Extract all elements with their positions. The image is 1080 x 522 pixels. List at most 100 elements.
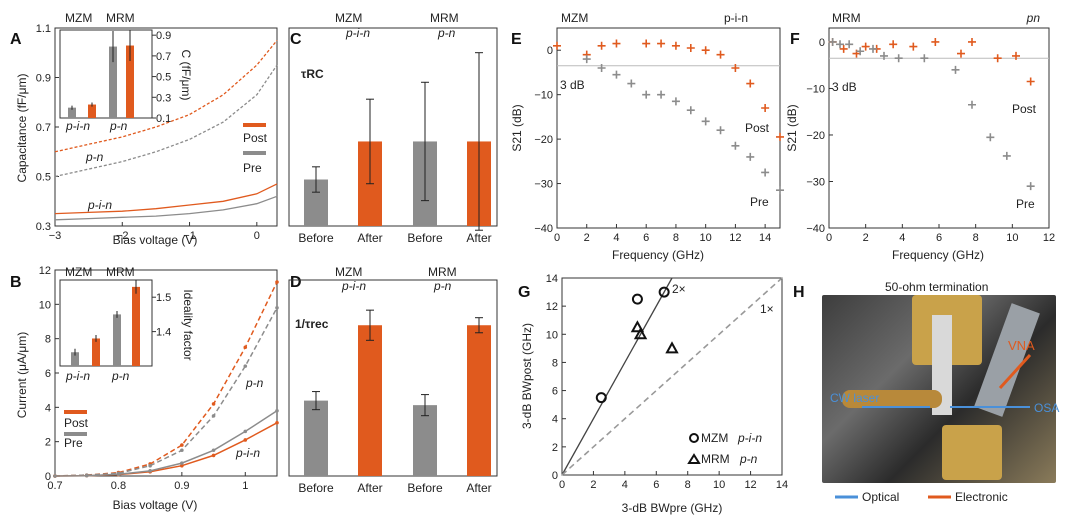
panel-b-point bbox=[180, 443, 184, 447]
panel-e-x-tick-label: 4 bbox=[613, 232, 619, 244]
panel-a-x-tick-label: −1 bbox=[183, 230, 196, 242]
panel-a-curve-pre-p-n bbox=[54, 64, 278, 178]
panel-b-x-tick-label: 0.7 bbox=[47, 480, 62, 492]
panel-a-inset-y-tick-label: 0.7 bbox=[156, 51, 171, 63]
panel-d-x-label: Before bbox=[298, 481, 334, 495]
panel-c-subheader-pin: p-i-n bbox=[345, 26, 370, 40]
panel-d-bar bbox=[413, 405, 437, 476]
panel-d-bar bbox=[304, 400, 328, 476]
panel-e-post-label: Post bbox=[745, 121, 770, 135]
panel-b-inset-xlabel-pin: p-i-n bbox=[65, 369, 90, 383]
panel-g-x-label: 3-dB BWpre (GHz) bbox=[622, 501, 723, 515]
panel-c-axes bbox=[288, 27, 498, 227]
panel-e-y-tick-label: −10 bbox=[534, 90, 553, 102]
panel-g-legend-triangle bbox=[687, 453, 701, 464]
panel-e-x-ticks: 0 2 4 6 8 10 12 14 bbox=[554, 224, 771, 244]
panel-e-points bbox=[553, 39, 784, 195]
panel-a-x-tick-label: −2 bbox=[116, 230, 129, 242]
panel-a-legend-post: Post bbox=[243, 131, 268, 145]
panel-e: E MZM p-i-n 0 −10 −20 −30 −40 0 2 4 6 8 10 12 14 Fr… bbox=[510, 11, 784, 262]
panel-e-marker-post bbox=[671, 41, 680, 50]
panel-f-x-tick-label: 2 bbox=[863, 232, 869, 244]
panel-e-marker-pre bbox=[701, 117, 710, 126]
panel-e-x-tick-label: 10 bbox=[700, 232, 712, 244]
panel-b-point bbox=[211, 402, 216, 406]
panel-letter-f: F bbox=[790, 31, 800, 48]
panel-g-x-ticks: 0 2 4 6 8 10 12 14 bbox=[559, 471, 788, 491]
panel-e-marker-post bbox=[716, 50, 725, 59]
panel-b-curve-pre-p-n bbox=[54, 307, 278, 477]
panel-a-x-label: Bias voltage (V) bbox=[113, 233, 198, 247]
panel-g-x-tick-label: 0 bbox=[559, 479, 565, 491]
panel-d-header-mrm: MRM bbox=[428, 265, 457, 279]
panel-f-marker-pre bbox=[869, 44, 877, 53]
panel-a-y-tick-label: 0.5 bbox=[36, 172, 51, 184]
panel-g-y-tick-label: 10 bbox=[546, 329, 558, 341]
panel-e-marker-pre bbox=[746, 152, 755, 161]
panel-b-inset-y-tick-label: 1.4 bbox=[156, 327, 171, 339]
panel-a-x-tick-label: 0 bbox=[254, 230, 260, 242]
panel-c-header-mrm: MRM bbox=[430, 11, 459, 25]
panel-b-point bbox=[148, 469, 152, 473]
panel-h-vna-label: VNA bbox=[1008, 338, 1035, 353]
panel-e-marker-pre bbox=[731, 141, 740, 150]
panel-a-x-tick-label: −3 bbox=[49, 230, 62, 242]
panel-f-marker-pre bbox=[1002, 151, 1011, 160]
panel-e-header: MZM bbox=[561, 11, 588, 25]
panel-b-point bbox=[243, 429, 248, 434]
panel-g-reference-lines bbox=[561, 277, 783, 476]
panel-g-mzm-marker bbox=[658, 286, 670, 298]
panel-g-mzm-marker bbox=[595, 392, 607, 404]
panel-letter-a: A bbox=[10, 31, 22, 48]
panel-a-y-tick-label: 0.3 bbox=[36, 221, 51, 233]
panel-d-bar bbox=[467, 325, 491, 476]
panel-b-inset-axes bbox=[59, 279, 153, 367]
panel-g-x-tick-label: 10 bbox=[713, 479, 725, 491]
panel-f-y-label: S21 (dB) bbox=[785, 104, 799, 151]
panel-f-points bbox=[828, 37, 1049, 191]
panel-g-legend-mrm: MRM bbox=[701, 452, 730, 466]
panel-c-subheader-pn: p-n bbox=[437, 26, 456, 40]
panel-e-marker-pre bbox=[642, 90, 651, 99]
panel-d-x-label: After bbox=[466, 481, 491, 495]
panel-f-marker-pre bbox=[880, 51, 888, 60]
panel-f-x-label: Frequency (GHz) bbox=[892, 248, 984, 262]
panel-a-inset-axes bbox=[59, 29, 153, 119]
panel-a-curve-label-pn: p-n bbox=[85, 150, 104, 164]
panel-f-marker-post bbox=[957, 49, 965, 58]
panel-b-curve-post-p-n bbox=[54, 281, 278, 477]
panel-b-curve-label-pin: p-i-n bbox=[235, 446, 260, 460]
panel-b-inset-bar bbox=[71, 352, 79, 366]
panel-b-inset-header-mzm: MZM bbox=[65, 265, 92, 279]
panel-e-marker-post bbox=[701, 46, 710, 55]
panel-g-y-tick-label: 4 bbox=[552, 414, 558, 426]
panel-b-legend-post: Post bbox=[64, 416, 89, 430]
panel-f-x-tick-label: 0 bbox=[826, 232, 832, 244]
panel-a-y-ticks: 0.3 0.5 0.7 0.9 1.1 bbox=[36, 23, 59, 233]
panel-b-point bbox=[211, 453, 216, 458]
panel-a-inset-xlabel-pn: p-n bbox=[109, 119, 128, 133]
panel-b-point bbox=[180, 448, 184, 453]
panel-e-marker-pre bbox=[612, 70, 621, 79]
panel-b-curves bbox=[53, 280, 279, 478]
panel-e-marker-post bbox=[597, 41, 606, 50]
panel-a-inset-y-ticks: 0.1 0.3 0.5 0.7 0.9 bbox=[152, 30, 171, 125]
panel-d-bar bbox=[358, 325, 382, 476]
panel-letter-c: C bbox=[290, 31, 302, 48]
panel-g-2x-label: 2× bbox=[672, 282, 686, 296]
panel-b-point bbox=[180, 461, 184, 465]
panel-a-y-tick-label: 0.9 bbox=[36, 73, 51, 85]
panel-b-x-tick-label: 0.8 bbox=[111, 480, 126, 492]
panel-f-y-tick-label: −30 bbox=[806, 176, 825, 188]
panel-e-x-tick-label: 0 bbox=[554, 232, 560, 244]
panel-f-marker-pre bbox=[986, 133, 995, 142]
panel-b-point bbox=[148, 463, 152, 468]
panel-a-inset-bar bbox=[88, 104, 96, 118]
panel-c-metric: τRC bbox=[301, 67, 324, 81]
panel-g-y-tick-label: 14 bbox=[546, 273, 558, 285]
panel-b-point bbox=[275, 420, 279, 425]
panel-e-y-tick-label: −30 bbox=[534, 179, 553, 191]
panel-letter-h: H bbox=[793, 284, 805, 301]
panel-a-inset-bar bbox=[68, 107, 76, 118]
